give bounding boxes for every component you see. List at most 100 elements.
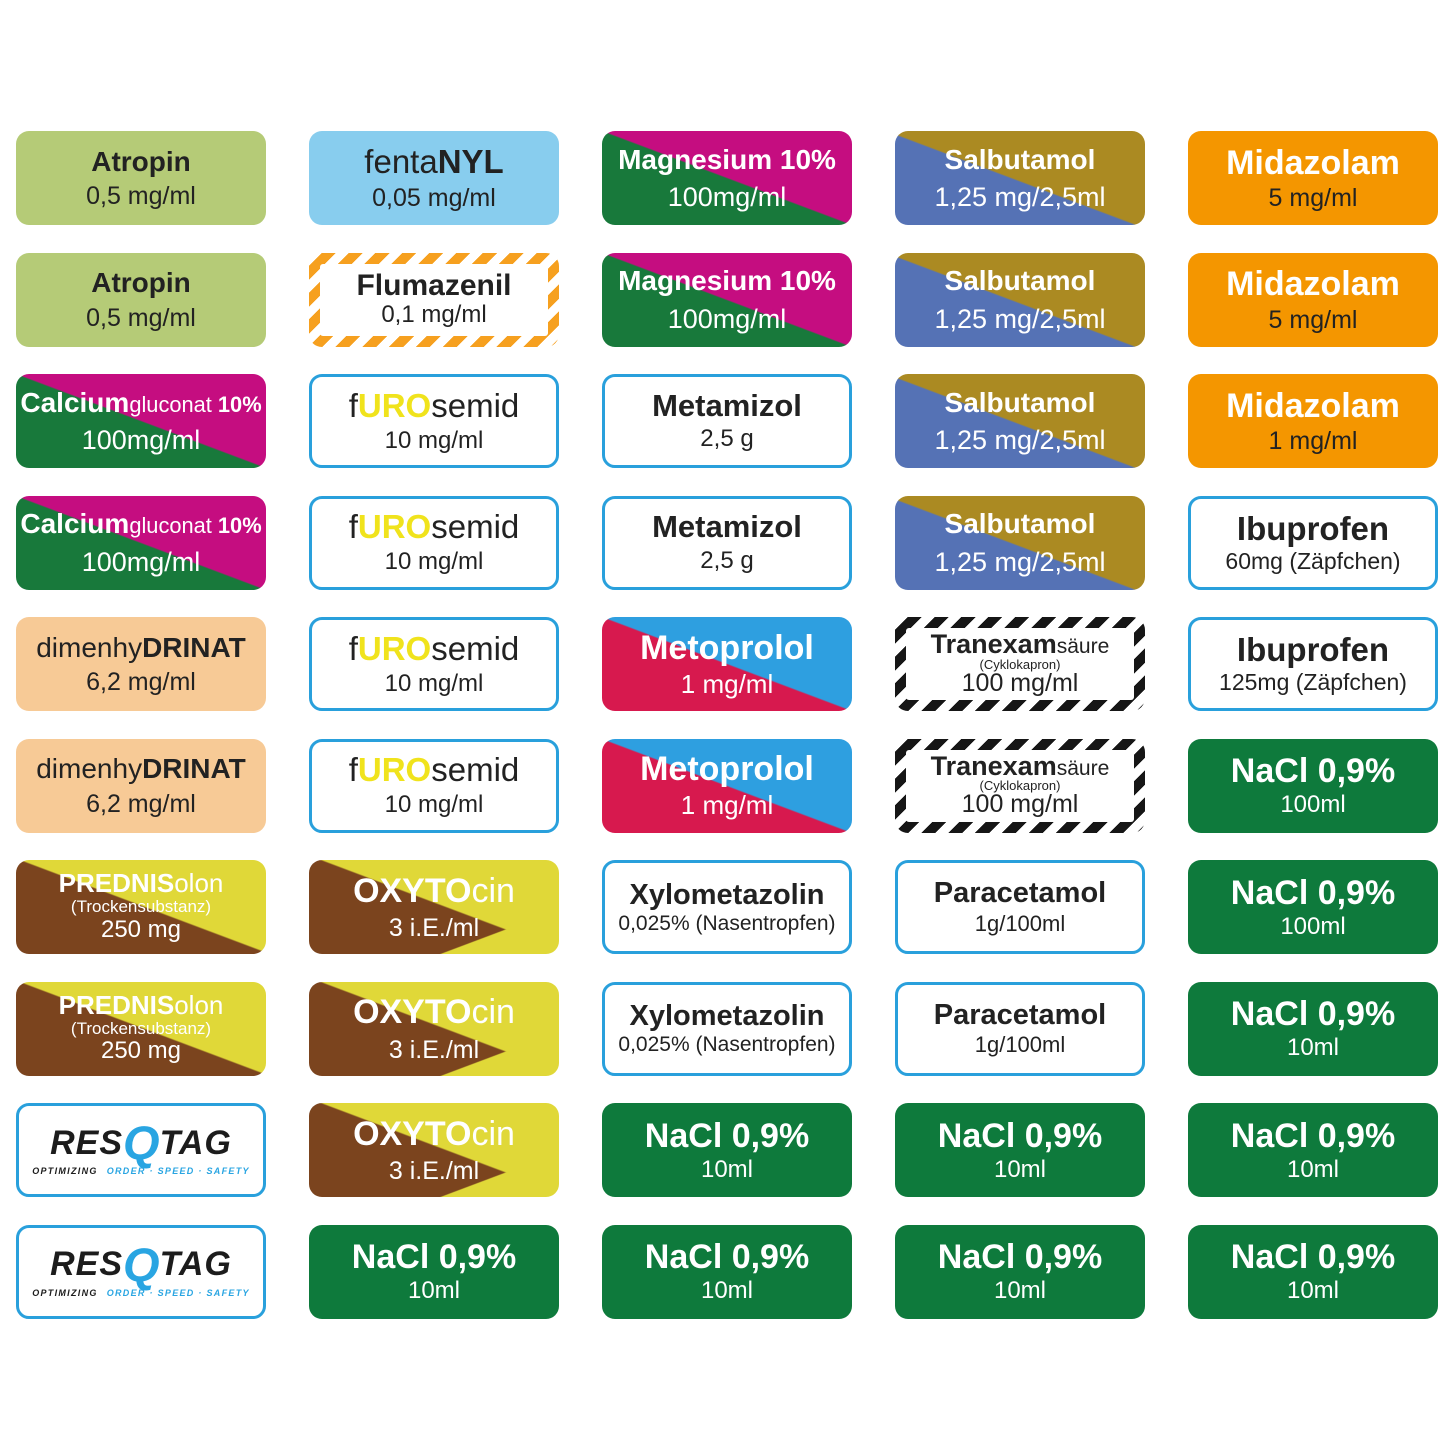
drug-name: NaCl 0,9%: [1231, 995, 1395, 1033]
drug-dose: 100ml: [1280, 912, 1346, 940]
drug-name: Metamizol: [652, 388, 802, 424]
drug-dose: 100mg/ml: [81, 425, 201, 456]
drug-name-part: Metamizol: [652, 509, 802, 545]
drug-name: RES Q TAG: [50, 1241, 232, 1287]
label-nacl: NaCl 0,9% 10ml: [895, 1224, 1145, 1319]
drug-name-part: PREDNIS: [58, 989, 175, 1020]
drug-name-part: RES: [50, 1123, 124, 1162]
drug-dose: 1g/100ml: [974, 910, 1066, 936]
drug-dose: 100mg/ml: [81, 546, 201, 577]
drug-dose: 100mg/ml: [667, 182, 787, 213]
drug-name-part: Ibuprofen: [1236, 509, 1390, 547]
drug-name-part: 10%: [211, 391, 262, 417]
drug-name-part: olon: [174, 868, 224, 899]
label-atropin: Atropin 0,5 mg/ml: [16, 252, 266, 347]
label-nacl: NaCl 0,9% 100ml: [1188, 860, 1438, 954]
drug-name-part: TAG: [159, 1123, 232, 1162]
drug-name-part: NaCl 0,9%: [1230, 1238, 1396, 1277]
drug-dose: 1,25 mg/2,5ml: [934, 546, 1106, 577]
label-tranexam: Tranexamsäure (Cyklokapron) 100 mg/ml: [895, 738, 1145, 833]
drug-name: Ibuprofen: [1236, 631, 1390, 669]
drug-name: PREDNISolon: [58, 989, 224, 1020]
label-dimenhydrinat: dimenhyDRINAT 6,2 mg/ml: [16, 738, 266, 833]
drug-name: Tranexamsäure: [930, 629, 1110, 660]
drug-name-part: URO: [357, 508, 432, 546]
drug-subname: (Trockensubstanz): [70, 1018, 212, 1038]
drug-dose: 10ml: [1286, 1155, 1340, 1183]
drug-name-part: cin: [471, 993, 515, 1032]
drug-name: NaCl 0,9%: [938, 1117, 1102, 1155]
drug-name: fentaNYL: [364, 143, 503, 181]
label-salbutamol: Salbutamol 1,25 mg/2,5ml: [895, 252, 1145, 347]
drug-name: Paracetamol: [934, 999, 1107, 1031]
label-furosemid: fUROsemid 10 mg/ml: [309, 617, 559, 711]
drug-dose: 6,2 mg/ml: [86, 668, 196, 697]
drug-name: RES Q TAG: [50, 1116, 232, 1170]
label-resqtag: RES Q TAG OPTIMIZING ORDER · SPEED · SAFETY: [16, 1224, 266, 1319]
drug-name: Salbutamol: [945, 144, 1096, 175]
drug-name: dimenhyDRINAT: [36, 753, 246, 784]
drug-dose: 10ml: [993, 1155, 1047, 1183]
drug-dose: 0,025% (Nasentropfen): [618, 1033, 836, 1057]
drug-dose: 1 mg/ml: [680, 668, 774, 699]
drug-name-part: gluconat: [129, 513, 212, 539]
drug-name-part: semid: [431, 751, 520, 789]
drug-name: Metoprolol: [640, 629, 814, 667]
drug-dose: 10 mg/ml: [384, 791, 484, 819]
drug-dose: 2,5 g: [700, 546, 754, 574]
drug-dose: 100mg/ml: [667, 303, 787, 334]
drug-name-part: Magnesium 10%: [618, 143, 836, 175]
label-nacl: NaCl 0,9% 10ml: [1188, 1224, 1438, 1319]
drug-dose: 1 mg/ml: [1268, 427, 1358, 456]
drug-name-part: Atropin: [91, 267, 191, 299]
label-calcium: Calciumgluconat 10% 100mg/ml: [16, 495, 266, 590]
drug-name: Magnesium 10%: [618, 265, 836, 296]
drug-name-part: NaCl 0,9%: [351, 1238, 517, 1277]
label-oxytocin: OXYTOcin 3 i.E./ml: [309, 860, 559, 954]
drug-name: NaCl 0,9%: [938, 1238, 1102, 1276]
label-tranexam: Tranexamsäure (Cyklokapron) 100 mg/ml: [895, 617, 1145, 711]
label-nacl: NaCl 0,9% 10ml: [895, 1103, 1145, 1197]
drug-name-part: NaCl 0,9%: [1230, 1116, 1396, 1155]
drug-name: Xylometazolin: [630, 1000, 825, 1032]
drug-name-part: f: [348, 629, 358, 667]
drug-name-part: NaCl 0,9%: [644, 1116, 810, 1155]
drug-name-part: Q: [123, 1116, 161, 1170]
drug-name: OXYTOcin: [353, 993, 515, 1031]
label-nacl: NaCl 0,9% 10ml: [309, 1224, 559, 1319]
label-metamizol: Metamizol 2,5 g: [602, 374, 852, 468]
drug-name: Midazolam: [1226, 387, 1400, 425]
drug-name: NaCl 0,9%: [1231, 752, 1395, 790]
drug-name: Calciumgluconat 10%: [20, 387, 261, 418]
drug-name: OXYTOcin: [353, 1115, 515, 1153]
drug-dose: 1 mg/ml: [680, 790, 774, 821]
drug-dose: 6,2 mg/ml: [86, 789, 196, 818]
label-metoprolol: Metoprolol 1 mg/ml: [602, 617, 852, 711]
drug-dose: 10ml: [993, 1277, 1047, 1305]
drug-name: PREDNISolon: [59, 868, 224, 899]
label-magnesium: Magnesium 10% 100mg/ml: [602, 131, 852, 225]
drug-dose: 125mg (Zäpfchen): [1219, 669, 1407, 696]
drug-dose: 0,5 mg/ml: [86, 303, 196, 332]
drug-subname: (Cyklokapron): [979, 778, 1061, 794]
drug-name: Metamizol: [652, 509, 802, 545]
drug-name-part: dimenhy: [36, 631, 143, 663]
drug-name: Salbutamol: [945, 265, 1096, 296]
drug-name-part: Ibuprofen: [1236, 631, 1390, 669]
label-nacl: NaCl 0,9% 10ml: [602, 1103, 852, 1197]
drug-name: OXYTOcin: [353, 872, 515, 910]
drug-name-part: olon: [174, 989, 224, 1020]
drug-name-part: Tranexam: [930, 629, 1057, 660]
label-midazolam: Midazolam 1 mg/ml: [1188, 374, 1438, 468]
drug-name-part: Salbutamol: [944, 143, 1096, 175]
drug-name-part: f: [348, 508, 358, 546]
label-xylometazolin: Xylometazolin 0,025% (Nasentropfen): [602, 981, 852, 1076]
label-furosemid: fUROsemid 10 mg/ml: [309, 374, 559, 468]
drug-name: Salbutamol: [945, 387, 1096, 418]
drug-dose: 0,5 mg/ml: [86, 182, 196, 211]
label-metoprolol: Metoprolol 1 mg/ml: [602, 738, 852, 833]
drug-dose: 250 mg: [100, 915, 182, 943]
drug-name-part: Xylometazolin: [629, 1000, 825, 1032]
drug-name-part: säure: [1056, 635, 1110, 659]
tagline-order-speed-safety: ORDER · SPEED · SAFETY: [106, 1287, 250, 1298]
